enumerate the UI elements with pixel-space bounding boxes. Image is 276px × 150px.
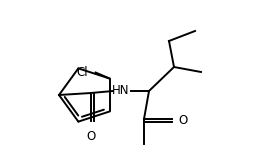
Text: Cl: Cl: [76, 66, 88, 79]
Text: O: O: [178, 114, 187, 126]
Text: O: O: [86, 130, 95, 143]
Text: HN: HN: [112, 84, 130, 98]
